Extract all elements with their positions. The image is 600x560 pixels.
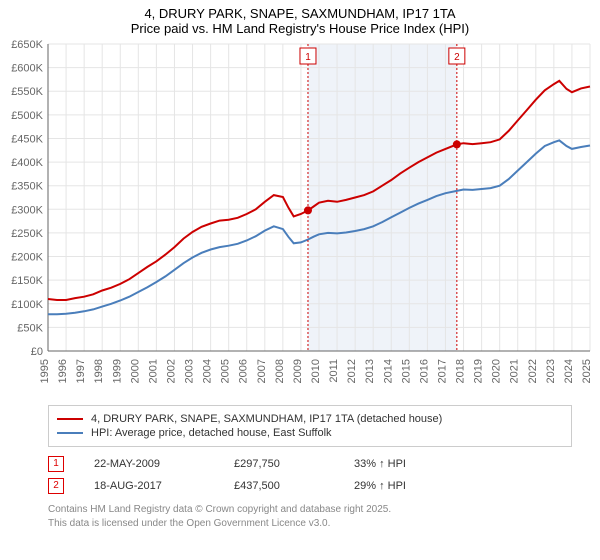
chart-title-line1: 4, DRURY PARK, SNAPE, SAXMUNDHAM, IP17 1… — [0, 6, 600, 21]
y-tick-label: £350K — [11, 181, 43, 193]
x-tick-label: 2005 — [220, 359, 232, 383]
y-tick-label: £400K — [11, 157, 43, 169]
x-tick-label: 2009 — [292, 359, 304, 383]
y-tick-label: £0 — [31, 346, 43, 358]
sale-date: 22-MAY-2009 — [94, 458, 204, 470]
legend: 4, DRURY PARK, SNAPE, SAXMUNDHAM, IP17 1… — [48, 405, 572, 447]
x-tick-label: 1998 — [93, 359, 105, 383]
sale-hpi: 29% ↑ HPI — [354, 480, 444, 492]
x-tick-label: 1999 — [111, 359, 123, 383]
x-tick-label: 2018 — [455, 359, 467, 383]
y-tick-label: £650K — [11, 39, 43, 51]
sale-hpi: 33% ↑ HPI — [354, 458, 444, 470]
y-tick-label: £300K — [11, 204, 43, 216]
legend-item: HPI: Average price, detached house, East… — [57, 426, 563, 440]
legend-label: HPI: Average price, detached house, East… — [91, 427, 332, 439]
sale-marker-number: 2 — [454, 52, 460, 63]
sale-marker-ref: 2 — [48, 478, 64, 494]
x-tick-label: 2003 — [184, 359, 196, 383]
x-tick-label: 2011 — [328, 359, 340, 383]
x-tick-label: 2001 — [147, 359, 159, 383]
x-tick-label: 2017 — [436, 359, 448, 383]
sale-marker-ref: 1 — [48, 456, 64, 472]
x-tick-label: 2010 — [310, 359, 322, 383]
legend-label: 4, DRURY PARK, SNAPE, SAXMUNDHAM, IP17 1… — [91, 413, 442, 425]
sale-marker-number: 1 — [305, 52, 311, 63]
x-tick-label: 2016 — [418, 359, 430, 383]
sale-marker-dot — [453, 140, 461, 148]
x-tick-label: 2000 — [129, 359, 141, 383]
x-tick-label: 2014 — [382, 359, 394, 383]
y-tick-label: £150K — [11, 275, 43, 287]
x-tick-label: 2021 — [509, 359, 521, 383]
legend-swatch — [57, 432, 83, 434]
x-tick-label: 2013 — [364, 359, 376, 383]
x-tick-label: 1996 — [57, 359, 69, 383]
y-tick-label: £200K — [11, 252, 43, 264]
x-tick-label: 2015 — [400, 359, 412, 383]
y-tick-label: £50K — [17, 322, 43, 334]
price-chart: £0 £50K £100K £150K £200K £250K £300K £350K £400… — [0, 36, 600, 401]
x-tick-label: 2007 — [256, 359, 268, 383]
x-tick-label: 1995 — [39, 359, 51, 383]
y-tick-label: £500K — [11, 110, 43, 122]
x-tick-label: 2022 — [527, 359, 539, 383]
x-tick-label: 2023 — [545, 359, 557, 383]
y-tick-label: £600K — [11, 63, 43, 75]
x-tick-label: 2025 — [581, 359, 593, 383]
x-tick-label: 2020 — [491, 359, 503, 383]
sale-row: 1 22-MAY-2009 £297,750 33% ↑ HPI — [48, 453, 572, 475]
x-tick-label: 2019 — [473, 359, 485, 383]
x-tick-label: 2004 — [202, 359, 214, 383]
x-tick-label: 2008 — [274, 359, 286, 383]
attribution: Contains HM Land Registry data © Crown c… — [48, 503, 572, 530]
y-tick-label: £450K — [11, 133, 43, 145]
y-tick-label: £250K — [11, 228, 43, 240]
legend-item: 4, DRURY PARK, SNAPE, SAXMUNDHAM, IP17 1… — [57, 412, 563, 426]
attribution-line2: This data is licensed under the Open Gov… — [48, 517, 572, 531]
sale-price: £297,750 — [234, 458, 324, 470]
x-tick-label: 2002 — [165, 359, 177, 383]
sales-table: 1 22-MAY-2009 £297,750 33% ↑ HPI 2 18-AUG-201… — [48, 453, 572, 497]
x-tick-label: 2024 — [563, 359, 575, 383]
x-tick-label: 2012 — [346, 359, 358, 383]
sale-marker-dot — [304, 206, 312, 214]
chart-title-line2: Price paid vs. HM Land Registry's House … — [0, 21, 600, 36]
x-tick-label: 1997 — [75, 359, 87, 383]
sale-date: 18-AUG-2017 — [94, 480, 204, 492]
attribution-line1: Contains HM Land Registry data © Crown c… — [48, 503, 572, 517]
x-tick-label: 2006 — [238, 359, 250, 383]
y-tick-label: £550K — [11, 86, 43, 98]
legend-swatch — [57, 418, 83, 420]
y-tick-label: £100K — [11, 299, 43, 311]
sale-price: £437,500 — [234, 480, 324, 492]
sale-row: 2 18-AUG-2017 £437,500 29% ↑ HPI — [48, 475, 572, 497]
